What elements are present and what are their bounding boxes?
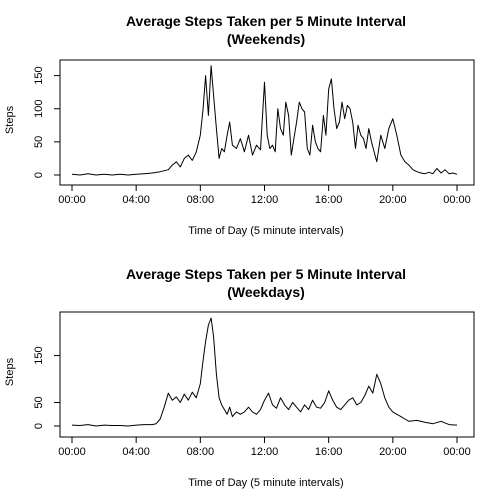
x-tick-label: 04:00: [122, 446, 150, 458]
y-axis-label: Steps: [4, 105, 16, 134]
x-tick-label: 16:00: [315, 194, 343, 206]
series-line: [71, 65, 458, 176]
series-line: [71, 317, 458, 427]
chart-weekends: Average Steps Taken per 5 Minute Interva…: [4, 13, 475, 237]
x-axis: 00:00 04:00 08:00 12:00 16:00 20:00 00:00: [58, 437, 471, 458]
x-tick-label: 00:00: [443, 194, 471, 206]
plot-area: [71, 317, 458, 427]
x-tick-label: 00:00: [58, 194, 86, 206]
x-axis-label: Time of Day (5 minute intervals): [188, 225, 343, 237]
plot-area: [71, 65, 458, 176]
y-tick-label: 0: [33, 423, 45, 429]
x-axis: 00:00 04:00 08:00 12:00 16:00 20:00 00:00: [58, 185, 471, 206]
chart-subtitle: (Weekends): [227, 31, 305, 47]
chart-subtitle: (Weekdays): [227, 284, 305, 300]
chart-title: Average Steps Taken per 5 Minute Interva…: [126, 13, 406, 29]
y-axis-label: Steps: [4, 357, 16, 386]
x-axis-label: Time of Day (5 minute intervals): [188, 477, 343, 489]
y-tick-label: 150: [33, 346, 45, 364]
plot-frame: [59, 311, 475, 438]
x-tick-label: 04:00: [122, 194, 150, 206]
x-tick-label: 08:00: [187, 446, 215, 458]
y-tick-label: 150: [33, 66, 45, 84]
plot-frame: [59, 59, 475, 186]
x-tick-label: 20:00: [379, 446, 407, 458]
y-tick-label: 100: [33, 100, 45, 118]
x-tick-label: 00:00: [58, 446, 86, 458]
x-tick-label: 08:00: [187, 194, 215, 206]
y-tick-label: 50: [33, 396, 45, 408]
x-tick-label: 16:00: [315, 446, 343, 458]
y-axis: 0 50 100 150: [33, 66, 60, 178]
x-tick-label: 12:00: [251, 194, 279, 206]
y-tick-label: 50: [33, 136, 45, 148]
x-tick-label: 12:00: [251, 446, 279, 458]
chart-title: Average Steps Taken per 5 Minute Interva…: [126, 266, 406, 282]
y-axis: 0 50 150: [33, 346, 60, 429]
y-tick-label: 0: [33, 172, 45, 178]
x-tick-label: 20:00: [379, 194, 407, 206]
x-tick-label: 00:00: [443, 446, 471, 458]
chart-weekdays: Average Steps Taken per 5 Minute Interva…: [4, 266, 475, 489]
